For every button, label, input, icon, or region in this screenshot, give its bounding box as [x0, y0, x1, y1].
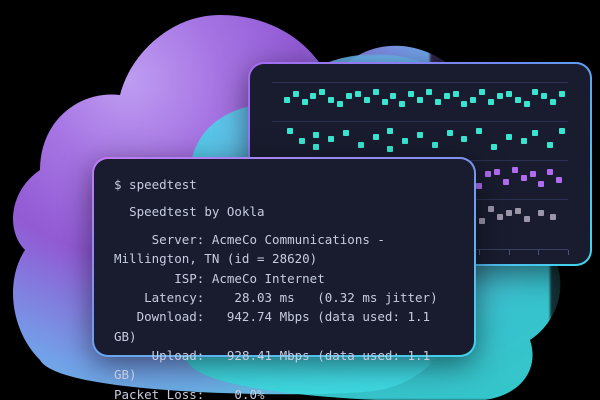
terminal-isp-line: ISP: AcmeCo Internet: [114, 269, 454, 288]
terminal-title-line: Speedtest by Ookla: [114, 202, 454, 221]
speedtest-terminal-window: $ speedtest Speedtest by Ookla Server: A…: [92, 157, 476, 357]
terminal-packetloss-line: Packet Loss: 0.0%: [114, 385, 454, 400]
terminal-upload-line: Upload: 928.41 Mbps (data used: 1.1 GB): [114, 346, 454, 385]
terminal-server-line: Server: AcmeCo Communications - Millingt…: [114, 230, 454, 269]
screenshot-root: $ speedtest Speedtest by Ookla Server: A…: [0, 0, 600, 400]
terminal-download-line: Download: 942.74 Mbps (data used: 1.1 GB…: [114, 307, 454, 346]
chart-row-download-dense: [272, 82, 568, 121]
terminal-command-line[interactable]: $ speedtest: [114, 175, 454, 194]
chart-row-ping-sparse: [272, 121, 568, 160]
terminal-latency-line: Latency: 28.03 ms (0.32 ms jitter): [114, 288, 454, 307]
